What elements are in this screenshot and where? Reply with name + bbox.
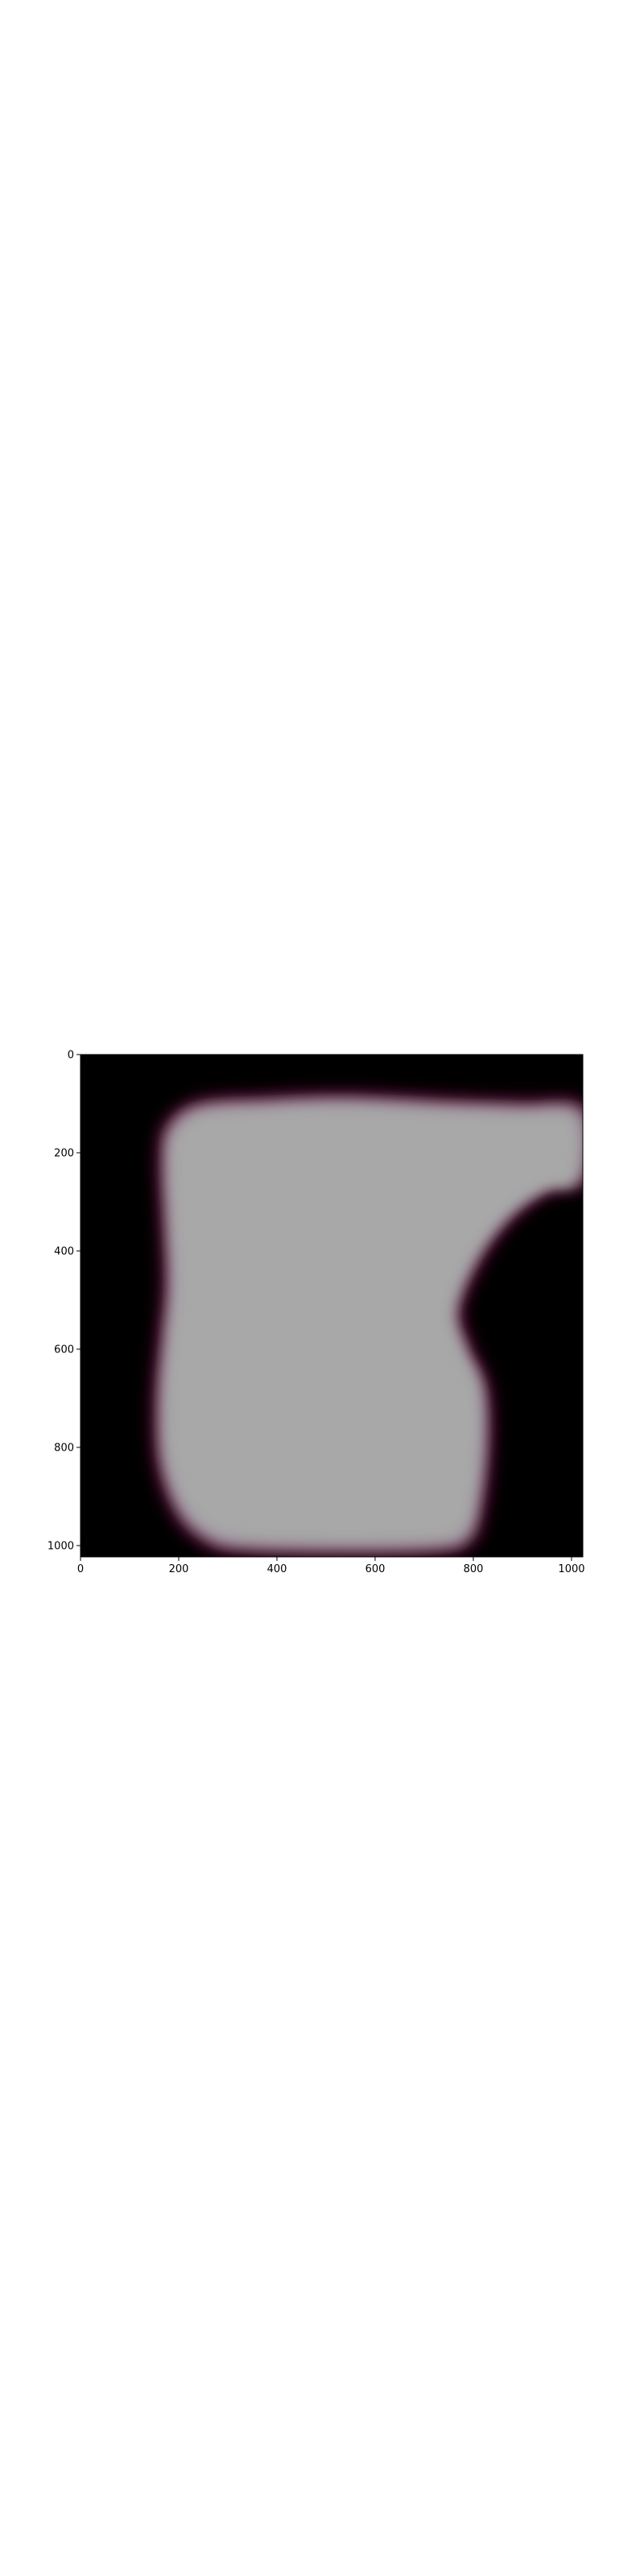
x-tick-label: 0 bbox=[77, 1563, 84, 1575]
x-tick-label: 600 bbox=[365, 1563, 386, 1575]
x-tick-label: 200 bbox=[169, 1563, 189, 1575]
heatmap-blob-core bbox=[164, 1105, 580, 1542]
x-tick-label: 800 bbox=[464, 1563, 484, 1575]
y-tick-label: 1000 bbox=[47, 1540, 74, 1552]
plot-frame bbox=[80, 1054, 584, 1558]
x-tick-label: 400 bbox=[267, 1563, 287, 1575]
y-tick-label: 800 bbox=[54, 1442, 74, 1454]
y-tick-label: 600 bbox=[54, 1344, 74, 1356]
y-axis: 0 200 400 600 800 1000 bbox=[47, 1050, 80, 1552]
plot-area bbox=[80, 1055, 583, 1557]
y-tick-label: 0 bbox=[68, 1050, 74, 1062]
y-tick-label: 200 bbox=[54, 1147, 74, 1159]
y-tick-label: 400 bbox=[54, 1245, 74, 1257]
x-axis: 0 200 400 600 800 1000 bbox=[77, 1557, 585, 1575]
x-tick-label: 1000 bbox=[558, 1563, 584, 1575]
